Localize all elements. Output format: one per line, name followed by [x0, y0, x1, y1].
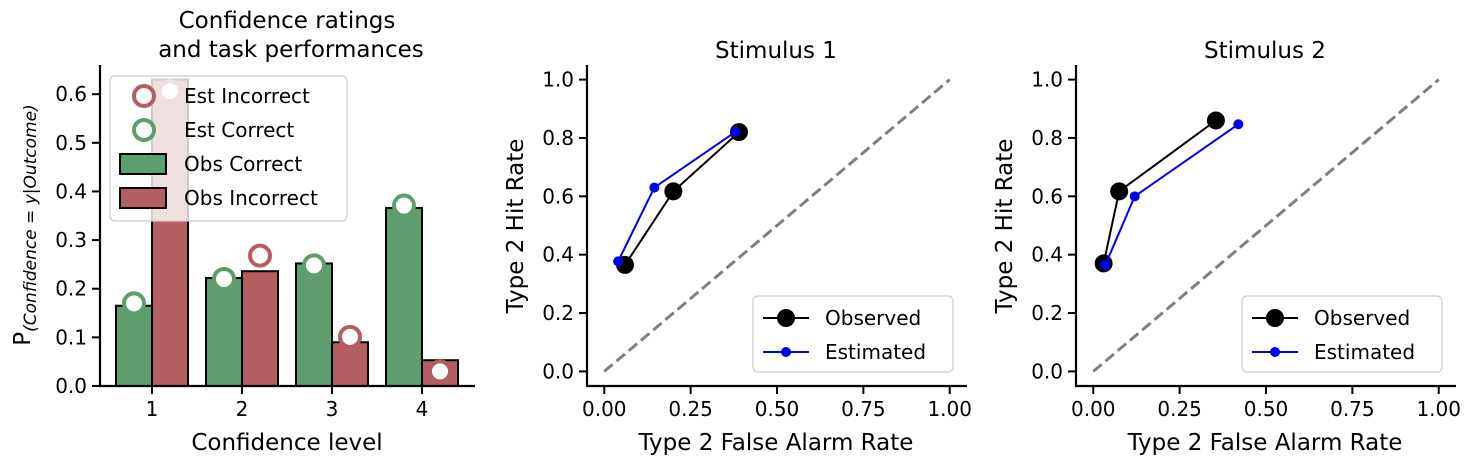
chart-title: Stimulus 1 — [715, 38, 837, 64]
y-tick-label: 0.5 — [55, 131, 87, 155]
x-tick-label: 3 — [326, 397, 339, 421]
x-tick-label: 0.25 — [1157, 397, 1202, 421]
x-tick-label: 1 — [146, 397, 159, 421]
legend-label: Observed — [825, 306, 921, 330]
x-tick-label: 1.00 — [927, 397, 972, 421]
legend: Observed Estimated — [752, 295, 954, 373]
point-estimated — [730, 126, 741, 137]
legend-marker-estimated — [781, 347, 791, 357]
point-estimated — [1100, 259, 1111, 270]
chart-title-line-1: Confidence ratings — [179, 8, 396, 34]
chance-diagonal-line — [1092, 78, 1440, 373]
y-tick-label: 0.3 — [55, 228, 87, 252]
y-tick-label: 0.2 — [542, 301, 574, 325]
legend-label: Obs Incorrect — [184, 186, 318, 210]
x-tick-label: 4 — [416, 397, 429, 421]
y-axis-label: Type 2 Hit Rate — [992, 139, 1018, 315]
x-tick-label: 1.00 — [1416, 397, 1461, 421]
chance-diagonal-line — [603, 78, 951, 373]
bar-chart-panel: Confidence ratings and task performances… — [10, 8, 475, 456]
legend: Observed Estimated — [1241, 295, 1443, 373]
marker-est-correct-1 — [122, 291, 146, 316]
legend-label: Observed — [1314, 306, 1410, 330]
y-tick-label: 0.6 — [542, 184, 574, 208]
y-tick-label: 0.6 — [55, 82, 87, 106]
y-tick-label: 0.2 — [1031, 301, 1063, 325]
x-tick-label: 0.75 — [841, 397, 886, 421]
x-tick-label: 0.50 — [1244, 397, 1289, 421]
x-axis-label: Type 2 False Alarm Rate — [638, 430, 914, 456]
point-observed — [1110, 182, 1129, 201]
point-observed — [1206, 111, 1225, 130]
y-tick-label: 0.4 — [542, 243, 574, 267]
x-axis-label: Confidence level — [191, 430, 382, 456]
marker-est-correct-2 — [212, 267, 236, 291]
x-tick-label: 0.00 — [582, 397, 627, 421]
legend-marker-estimated — [1270, 347, 1280, 357]
x-axis-label: Type 2 False Alarm Rate — [1127, 430, 1403, 456]
chart-title-line-2: and task performances — [158, 37, 424, 63]
x-tick-label: 0.00 — [1071, 397, 1116, 421]
legend-marker-est-correct — [132, 118, 156, 142]
marker-est-incorrect-3 — [338, 324, 362, 349]
y-tick-label: 0.8 — [542, 126, 574, 150]
legend: Est Incorrect Est Correct Obs Correct Obs I… — [109, 75, 348, 222]
y-axis-label: Type 2 Hit Rate — [503, 139, 529, 315]
y-tick-label: 1.0 — [1031, 68, 1063, 92]
y-axis-label-sub: (Confidence = y|Outcome) — [21, 104, 41, 332]
y-tick-label: 0.4 — [1031, 243, 1063, 267]
x-tick-label: 0.25 — [668, 397, 713, 421]
legend-marker-observed — [777, 309, 795, 327]
bar-obs-incorrect-2 — [241, 270, 279, 387]
y-tick-label: 0.4 — [55, 179, 87, 203]
x-tick-label: 0.75 — [1330, 397, 1375, 421]
point-estimated — [613, 256, 624, 267]
bar-obs-correct-2 — [205, 277, 243, 388]
legend-label: Estimated — [825, 340, 926, 364]
roc-panel-stimulus-2: Stimulus 2 0.0 0.2 0.4 0.6 0.8 1.0 0.00 0.25 0.5… — [992, 38, 1461, 456]
y-tick-label: 0.0 — [1031, 359, 1063, 383]
y-axis-label: P(Confidence = y|Outcome) — [10, 104, 41, 345]
y-tick-label: 1.0 — [542, 68, 574, 92]
y-axis-label-main: P — [10, 332, 36, 346]
legend-label: Est Incorrect — [184, 84, 310, 108]
legend-marker-est-incorrect — [132, 84, 156, 108]
y-tick-label: 0.1 — [55, 325, 87, 349]
marker-est-correct-3 — [302, 253, 326, 278]
bar-obs-correct-4 — [385, 206, 423, 387]
y-tick-label: 0.6 — [1031, 184, 1063, 208]
y-tick-label: 0.8 — [1031, 126, 1063, 150]
legend-label: Est Correct — [184, 118, 294, 142]
series-line-observed — [624, 131, 740, 266]
legend-swatch-obs-incorrect — [119, 187, 167, 209]
y-tick-label: 0.2 — [55, 277, 87, 301]
y-tick-label: 0.0 — [55, 374, 87, 398]
marker-est-incorrect-4 — [428, 359, 452, 384]
bar-obs-correct-3 — [295, 262, 333, 388]
point-estimated — [1129, 191, 1140, 202]
legend-swatch-obs-correct — [119, 153, 167, 175]
chart-title: Stimulus 2 — [1204, 38, 1326, 64]
x-tick-label: 2 — [236, 397, 249, 421]
y-tick-label: 0.0 — [542, 359, 574, 383]
legend-box — [109, 75, 348, 222]
point-estimated — [649, 182, 660, 193]
point-observed — [664, 182, 683, 201]
legend-label: Obs Correct — [184, 152, 302, 176]
marker-est-correct-4 — [392, 193, 416, 218]
x-tick-label: 0.50 — [755, 397, 800, 421]
roc-panel-stimulus-1: Stimulus 1 0.0 0.2 0.4 0.6 0.8 1.0 0.00 0.25 0.5… — [503, 38, 972, 456]
point-estimated — [1233, 119, 1244, 130]
marker-est-incorrect-2 — [248, 243, 272, 268]
bar-obs-correct-1 — [115, 304, 153, 387]
legend-label: Estimated — [1314, 340, 1415, 364]
legend-marker-observed — [1266, 309, 1284, 327]
